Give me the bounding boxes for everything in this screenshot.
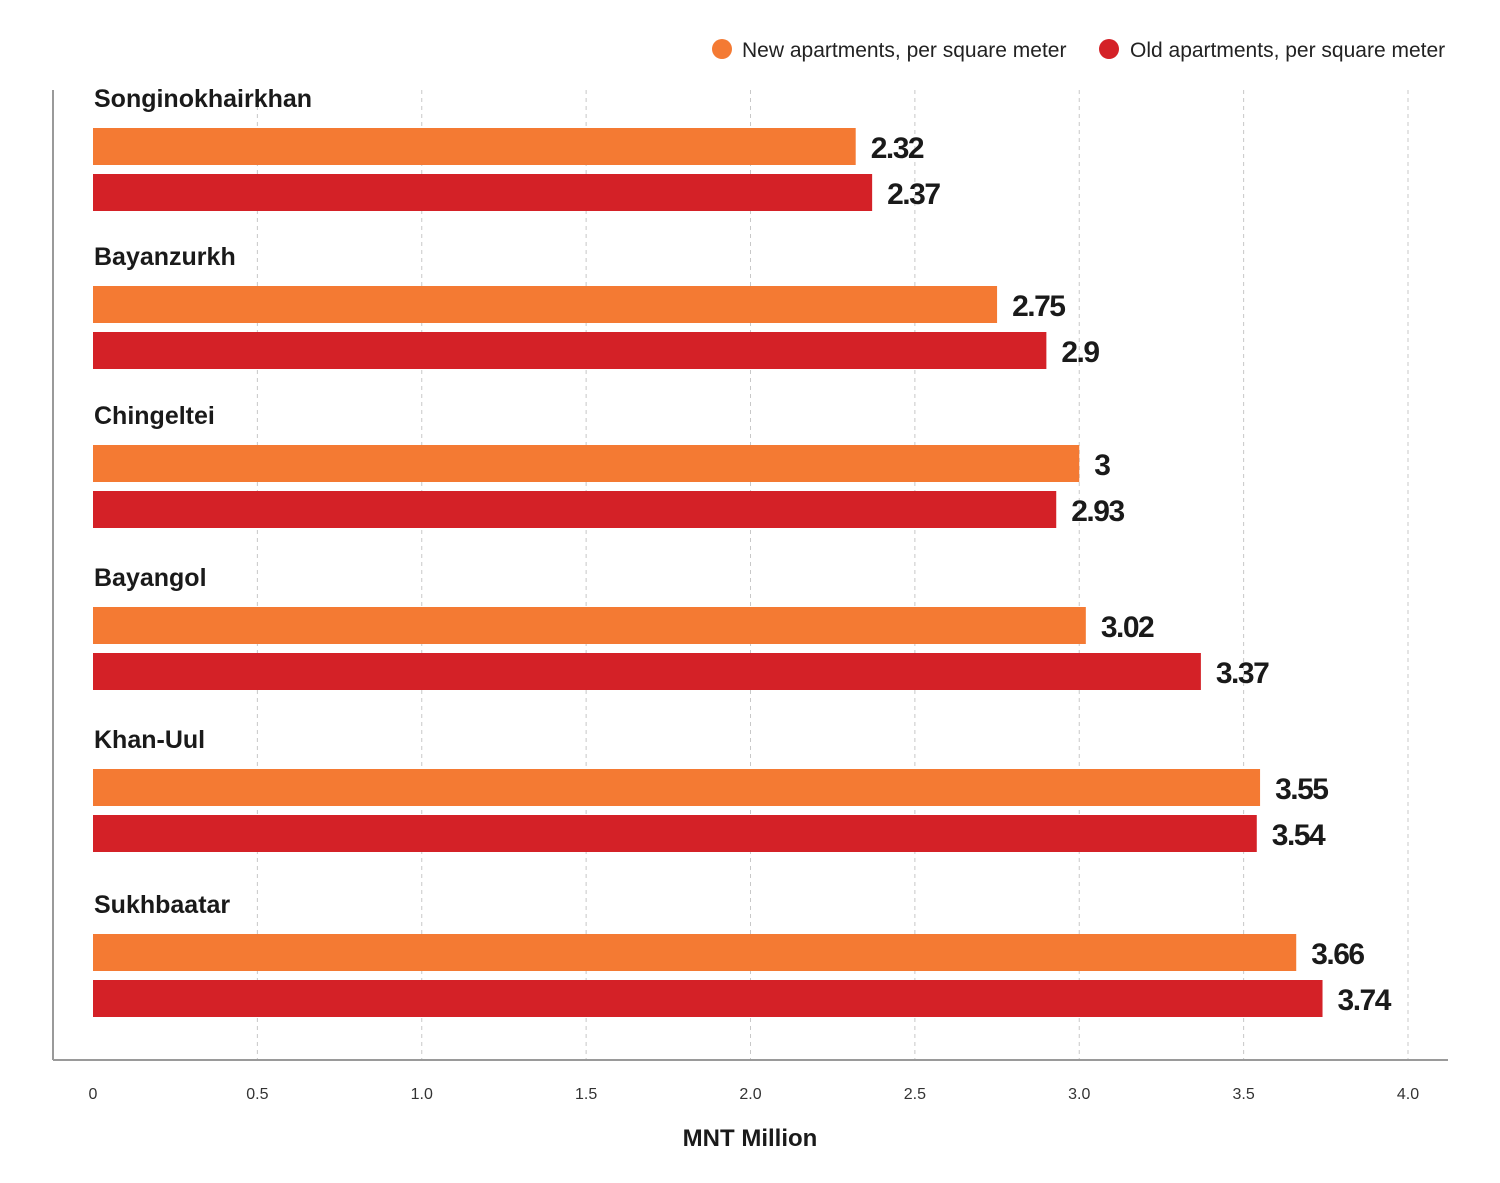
bar-new-apartments: [93, 128, 856, 165]
bar-new-apartments: [93, 769, 1261, 806]
data-label: 3.37: [1216, 657, 1269, 690]
data-label: 2.75: [1012, 290, 1065, 323]
x-tick-label: 2.5: [904, 1086, 926, 1103]
axes: 0 0.5 1.0 1.5 2.0 2.5 3.0 3.5 4.0: [52, 90, 1448, 1103]
x-axis-title: MNT Million: [683, 1125, 818, 1152]
bar-new-apartments: [93, 934, 1297, 971]
category-label: Bayanzurkh: [94, 243, 236, 271]
bar-old-apartments: [93, 980, 1323, 1017]
x-tick-label: 2.0: [739, 1086, 761, 1103]
bar-new-apartments: [93, 445, 1080, 482]
data-label: 2.93: [1071, 495, 1124, 528]
data-label: 3.66: [1311, 938, 1364, 971]
legend-marker-new-apartments: [712, 39, 732, 59]
category-label: Songinokhairkhan: [94, 85, 312, 113]
x-tick-label: 0: [89, 1086, 98, 1103]
legend-marker-old-apartments: [1099, 39, 1119, 59]
bar-new-apartments: [93, 286, 998, 323]
bar-old-apartments: [93, 653, 1201, 690]
x-tick-label: 0.5: [246, 1086, 268, 1103]
data-label: 2.37: [887, 178, 940, 211]
data-label: 3.02: [1101, 611, 1154, 644]
data-label: 2.9: [1061, 336, 1099, 369]
bar-old-apartments: [93, 491, 1057, 528]
category-label: Khan-Uul: [94, 726, 205, 754]
category-label: Sukhbaatar: [94, 891, 230, 919]
legend-label-old-apartments: Old apartments, per square meter: [1130, 39, 1445, 62]
x-tick-label: 4.0: [1397, 1086, 1419, 1103]
bars: Songinokhairkhan 2.32 2.37 Bayanzurkh 2.75 2.…: [93, 85, 1393, 1017]
bar-old-apartments: [93, 174, 873, 211]
data-label: 3.55: [1275, 773, 1328, 806]
x-tick-label: 1.5: [575, 1086, 597, 1103]
data-label: 2.32: [871, 132, 924, 165]
bar-new-apartments: [93, 607, 1086, 644]
data-label: 3: [1094, 449, 1110, 482]
category-label: Bayangol: [94, 564, 207, 592]
x-tick-label: 1.0: [411, 1086, 433, 1103]
x-tick-label: 3.0: [1068, 1086, 1090, 1103]
bar-old-apartments: [93, 332, 1047, 369]
data-label: 3.74: [1338, 984, 1392, 1017]
legend: New apartments, per square meter Old apa…: [712, 39, 1445, 62]
x-tick-label: 3.5: [1233, 1086, 1255, 1103]
legend-label-new-apartments: New apartments, per square meter: [742, 39, 1066, 62]
bar-old-apartments: [93, 815, 1257, 852]
gridlines: [256, 90, 1409, 1060]
category-label: Chingeltei: [94, 402, 215, 430]
data-label: 3.54: [1272, 819, 1326, 852]
